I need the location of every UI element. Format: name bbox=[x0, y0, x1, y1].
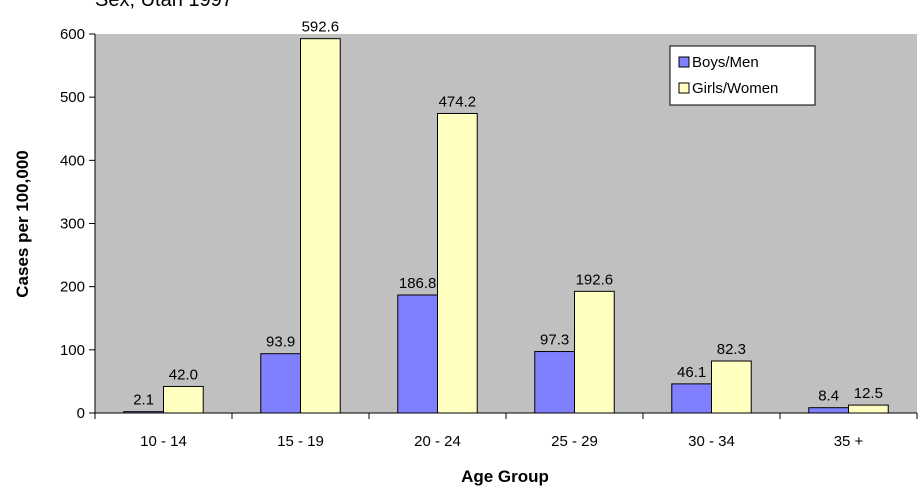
data-label-girls-women-30-34: 82.3 bbox=[717, 341, 746, 358]
y-tick-label-300: 300 bbox=[60, 216, 85, 233]
bar-boys-men-15-19 bbox=[260, 353, 301, 414]
data-label-boys-men-35: 8.4 bbox=[818, 388, 839, 405]
legend-swatch-girls-women bbox=[678, 82, 690, 94]
x-axis-label: Age Group bbox=[461, 467, 549, 486]
legend-swatch-boys-men bbox=[678, 56, 690, 68]
y-tick-label-500: 500 bbox=[60, 89, 85, 106]
bar-girls-women-30-34 bbox=[711, 360, 752, 414]
y-tick-label-200: 200 bbox=[60, 279, 85, 296]
bar-girls-women-20-24 bbox=[437, 112, 478, 414]
data-label-boys-men-10-14: 2.1 bbox=[133, 392, 154, 409]
y-tick-label-100: 100 bbox=[60, 342, 85, 359]
data-label-boys-men-30-34: 46.1 bbox=[677, 364, 706, 381]
bar-boys-men-35 bbox=[808, 407, 850, 414]
y-tick-label-400: 400 bbox=[60, 152, 85, 169]
x-tick-label-10-14: 10 - 14 bbox=[140, 433, 187, 450]
bar-girls-women-10-14 bbox=[163, 385, 204, 414]
y-tick-label-600: 600 bbox=[60, 26, 85, 43]
bar-boys-men-25-29 bbox=[534, 351, 576, 414]
x-tick-label-20-24: 20 - 24 bbox=[414, 433, 461, 450]
legend-box bbox=[669, 45, 816, 106]
bar-girls-women-35 bbox=[848, 404, 889, 414]
legend: Boys/Men Girls/Women bbox=[669, 45, 816, 106]
legend-label-girls-women: Girls/Women bbox=[692, 80, 778, 97]
bar-boys-men-20-24 bbox=[397, 294, 438, 414]
x-tick-label-15-19: 15 - 19 bbox=[277, 433, 324, 450]
data-label-boys-men-20-24: 186.8 bbox=[399, 275, 437, 292]
bar-girls-women-15-19 bbox=[300, 38, 341, 414]
y-tick-label-0: 0 bbox=[77, 405, 85, 422]
bar-girls-women-25-29 bbox=[574, 290, 615, 414]
x-tick-label-30-34: 30 - 34 bbox=[688, 433, 735, 450]
x-tick-label-25-29: 25 - 29 bbox=[551, 433, 598, 450]
data-label-boys-men-15-19: 93.9 bbox=[266, 334, 295, 351]
data-label-boys-men-25-29: 97.3 bbox=[540, 332, 569, 349]
data-label-girls-women-25-29: 192.6 bbox=[576, 271, 614, 288]
data-label-girls-women-10-14: 42.0 bbox=[169, 366, 198, 383]
data-label-girls-women-20-24: 474.2 bbox=[439, 93, 477, 110]
data-label-girls-women-15-19: 592.6 bbox=[302, 19, 340, 36]
legend-label-boys-men: Boys/Men bbox=[692, 54, 759, 71]
chart-title: Sex, Utah 1997 bbox=[95, 0, 233, 11]
data-label-girls-women-35: 12.5 bbox=[854, 385, 883, 402]
y-axis-label: Cases per 100,000 bbox=[13, 150, 32, 297]
x-tick-label-35: 35 + bbox=[834, 433, 864, 450]
bar-boys-men-30-34 bbox=[671, 383, 713, 414]
